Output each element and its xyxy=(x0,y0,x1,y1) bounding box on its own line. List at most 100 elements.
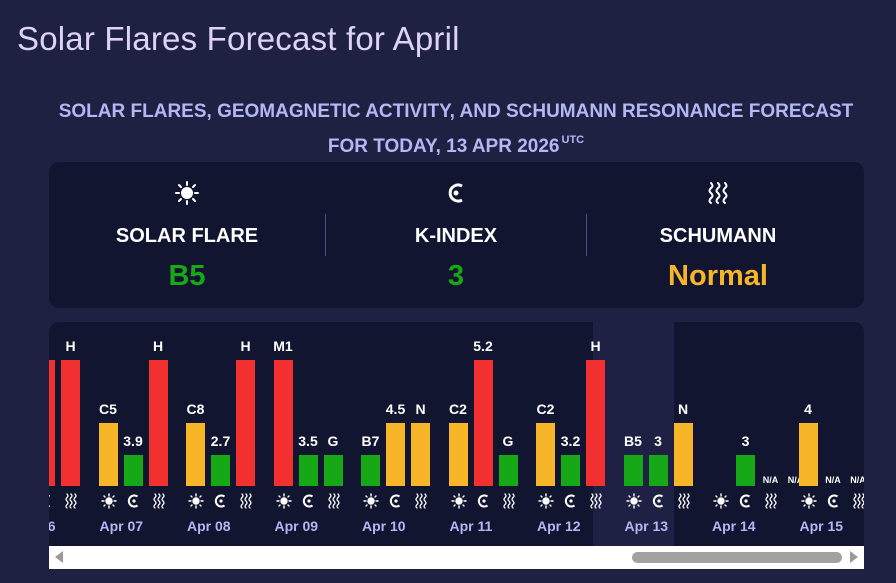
magnet-icon xyxy=(826,493,842,509)
forecast-bar xyxy=(386,423,405,486)
forecast-date: Apr 13 xyxy=(624,518,669,534)
forecast-date: Apr 11 xyxy=(449,518,493,534)
waves-icon xyxy=(151,493,167,509)
forecast-bar xyxy=(586,360,605,486)
magnet-icon xyxy=(301,493,317,509)
waves-icon xyxy=(238,493,254,509)
forecast-subtitle: SOLAR FLARES, GEOMAGNETIC ACTIVITY, AND … xyxy=(48,98,864,161)
page-title: Solar Flares Forecast for April xyxy=(17,20,460,57)
magnet-icon xyxy=(126,493,142,509)
forecast-date: Apr 07 xyxy=(99,518,144,534)
waves-icon xyxy=(501,493,517,509)
forecast-bar xyxy=(798,423,818,486)
today-schumann: SCHUMANN Normal xyxy=(587,162,849,308)
forecast-bar-label: N xyxy=(415,401,426,417)
divider xyxy=(325,214,326,256)
forecast-date: Apr 06 xyxy=(49,518,56,534)
sun-icon xyxy=(450,493,467,509)
forecast-bar xyxy=(61,360,80,486)
magnet-icon xyxy=(448,183,463,203)
magnet-icon xyxy=(563,493,579,509)
waves-icon xyxy=(763,493,779,509)
forecast-bar-label: C8 xyxy=(186,401,205,417)
scroll-thumb[interactable] xyxy=(632,552,842,563)
today-solar-flare: SOLAR FLARE B5 xyxy=(49,162,325,308)
sun-icon xyxy=(713,493,729,509)
horizontal-scrollbar[interactable] xyxy=(49,546,864,569)
forecast-bar-label: H xyxy=(65,338,76,354)
forecast-bar-label: 5.2 xyxy=(473,338,493,354)
forecast-bar-label: N/A xyxy=(825,475,841,485)
forecast-bar xyxy=(148,360,168,486)
today-summary-card: SOLAR FLARE B5 K-INDEX 3 SCHUMANN Normal xyxy=(49,162,864,308)
forecast-bar-label: H xyxy=(152,338,164,354)
subtitle-text: SOLAR FLARES, GEOMAGNETIC ACTIVITY, AND … xyxy=(58,101,854,157)
waves-icon xyxy=(708,182,728,204)
forecast-bar-label: C2 xyxy=(536,401,555,417)
forecast-bar xyxy=(736,454,755,486)
forecast-bar xyxy=(298,454,318,486)
forecast-bar-label: 3 xyxy=(654,432,662,449)
forecast-bar xyxy=(211,454,230,486)
forecast-bar xyxy=(448,423,468,486)
forecast-date: Apr 15 xyxy=(799,518,844,534)
sun-icon xyxy=(538,493,554,509)
forecast-bar-label: N xyxy=(677,401,689,417)
forecast-bar-label: 2.7 xyxy=(210,432,231,449)
today-label-schumann: SCHUMANN xyxy=(659,225,777,247)
forecast-bar-label: H xyxy=(240,338,251,354)
forecast-bar-label: G xyxy=(502,432,514,449)
magnet-icon xyxy=(476,493,492,509)
waves-icon xyxy=(326,493,342,509)
forecast-bar-label: G xyxy=(327,432,339,449)
forecast-bar-label: 3.2 xyxy=(560,432,581,449)
forecast-bar-label: C5 xyxy=(99,401,117,417)
sun-icon xyxy=(625,493,642,509)
forecast-bar-label: M1 xyxy=(273,338,293,354)
sun-icon xyxy=(800,493,817,509)
forecast-bar xyxy=(623,454,643,486)
utc-label: UTC xyxy=(561,134,585,146)
forecast-bar-label: N/A xyxy=(850,475,864,485)
forecast-bar xyxy=(323,454,343,486)
forecast-date: Apr 09 xyxy=(274,518,319,534)
waves-icon xyxy=(413,493,429,509)
magnet-icon xyxy=(49,493,54,509)
waves-icon xyxy=(588,493,604,509)
today-value-schumann: Normal xyxy=(668,260,768,292)
waves-icon xyxy=(676,493,692,509)
forecast-bar xyxy=(473,360,493,486)
forecast-bar-label: C2 xyxy=(449,401,467,417)
forecast-bar-label: B7 xyxy=(361,432,380,449)
forecast-bar xyxy=(49,360,55,486)
forecast-date: Apr 12 xyxy=(537,518,581,534)
forecast-bar-label: 3.9 xyxy=(123,432,143,449)
magnet-icon xyxy=(651,493,667,509)
forecast-bar-label: 3.5 xyxy=(298,432,318,449)
forecast-bar xyxy=(361,454,380,486)
divider xyxy=(586,214,587,256)
forecast-bar xyxy=(186,423,205,486)
forecast-bar-label: B5 xyxy=(624,432,642,449)
forecast-date: Apr 08 xyxy=(187,518,231,534)
scroll-left-arrow-icon[interactable] xyxy=(55,551,63,563)
forecast-bar xyxy=(648,454,668,486)
forecast-bar-label: 4.5 xyxy=(385,401,406,417)
today-label-solar-flare: SOLAR FLARE xyxy=(115,225,259,247)
forecast-date: Apr 14 xyxy=(712,518,756,534)
sun-icon xyxy=(363,493,379,509)
forecast-bar-label: 4 xyxy=(804,401,812,417)
forecast-bar-label: 3 xyxy=(741,432,750,449)
forecast-bar xyxy=(236,360,255,486)
magnet-icon xyxy=(388,493,404,509)
scroll-right-arrow-icon[interactable] xyxy=(850,551,858,563)
forecast-bar xyxy=(411,423,430,486)
today-value-k-index: 3 xyxy=(447,260,465,292)
today-value-solar-flare: B5 xyxy=(168,260,206,292)
forecast-bar-label: N/A xyxy=(762,475,779,485)
today-label-k-index: K-INDEX xyxy=(414,225,498,247)
forecast-chart[interactable]: H Apr 06 C5 3.9 H Apr 07 C8 2.7 H Apr 08 M1 3.5 G Apr… xyxy=(49,322,864,546)
sun-icon xyxy=(188,493,204,509)
sun-icon xyxy=(275,493,292,509)
magnet-icon xyxy=(738,493,754,509)
